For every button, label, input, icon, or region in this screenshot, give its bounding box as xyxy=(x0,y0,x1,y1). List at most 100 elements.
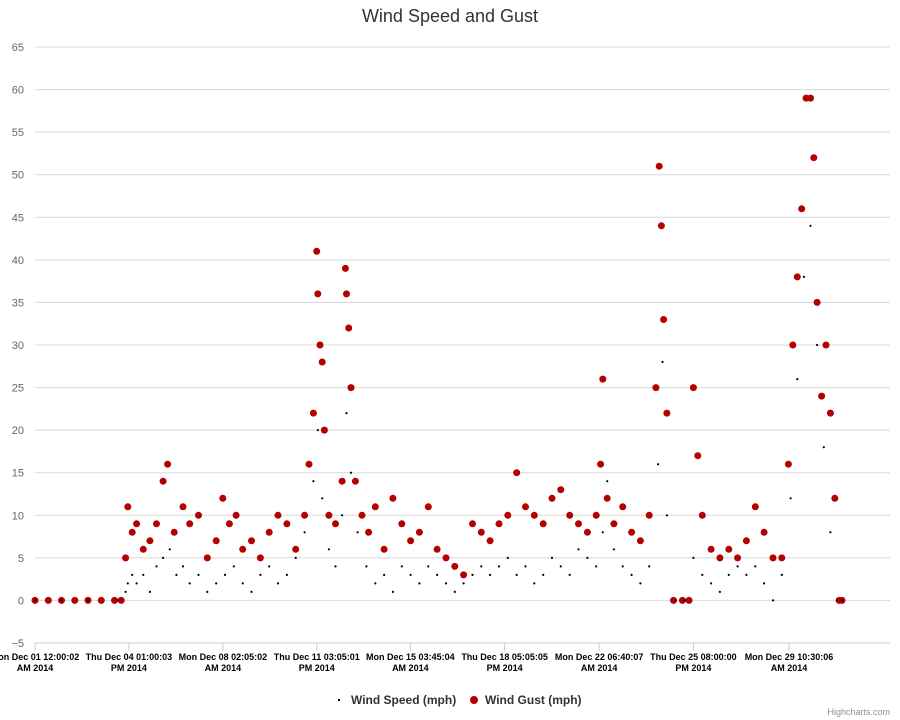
wind-gust-point[interactable] xyxy=(314,290,322,298)
wind-speed-point[interactable] xyxy=(168,548,171,551)
wind-speed-point[interactable] xyxy=(480,565,483,568)
wind-gust-point[interactable] xyxy=(225,520,233,528)
wind-gust-point[interactable] xyxy=(603,494,611,502)
wind-speed-point[interactable] xyxy=(524,565,527,568)
legend-item-wind-gust[interactable]: Wind Gust (mph) xyxy=(470,693,582,707)
wind-gust-point[interactable] xyxy=(389,494,397,502)
wind-speed-point[interactable] xyxy=(822,446,825,449)
wind-gust-point[interactable] xyxy=(822,341,830,349)
wind-speed-point[interactable] xyxy=(809,224,812,227)
wind-gust-point[interactable] xyxy=(164,460,172,468)
wind-speed-point[interactable] xyxy=(657,463,660,466)
wind-speed-point[interactable] xyxy=(124,590,127,594)
wind-speed-point[interactable] xyxy=(648,565,651,568)
wind-speed-point[interactable] xyxy=(661,360,664,364)
wind-speed-point[interactable] xyxy=(188,582,191,585)
wind-speed-point[interactable] xyxy=(294,556,297,560)
wind-speed-point[interactable] xyxy=(840,599,844,602)
wind-speed-point[interactable] xyxy=(789,497,792,500)
wind-gust-point[interactable] xyxy=(810,154,818,162)
wind-speed-point[interactable] xyxy=(268,565,271,568)
wind-gust-point[interactable] xyxy=(798,205,806,213)
wind-speed-point[interactable] xyxy=(409,573,412,577)
wind-gust-point[interactable] xyxy=(159,477,167,485)
wind-gust-point[interactable] xyxy=(628,528,636,536)
wind-speed-point[interactable] xyxy=(181,565,185,568)
wind-speed-point[interactable] xyxy=(533,582,536,585)
wind-speed-point[interactable] xyxy=(453,590,456,594)
wind-gust-point[interactable] xyxy=(265,528,273,536)
wind-gust-point[interactable] xyxy=(133,520,141,528)
wind-gust-point[interactable] xyxy=(124,503,132,511)
wind-speed-point[interactable] xyxy=(215,582,218,585)
wind-speed-point[interactable] xyxy=(303,531,306,534)
wind-speed-point[interactable] xyxy=(718,590,722,594)
wind-speed-point[interactable] xyxy=(391,590,394,594)
wind-gust-point[interactable] xyxy=(371,503,379,511)
wind-speed-point[interactable] xyxy=(630,573,633,577)
wind-gust-point[interactable] xyxy=(460,571,468,579)
wind-speed-point[interactable] xyxy=(285,573,288,577)
wind-gust-point[interactable] xyxy=(139,545,147,553)
wind-gust-point[interactable] xyxy=(698,511,706,519)
wind-speed-point[interactable] xyxy=(497,565,501,568)
wind-speed-point[interactable] xyxy=(754,565,757,568)
wind-gust-point[interactable] xyxy=(442,554,450,562)
wind-gust-point[interactable] xyxy=(716,554,724,562)
wind-gust-point[interactable] xyxy=(358,511,366,519)
wind-speed-point[interactable] xyxy=(142,573,145,577)
wind-gust-point[interactable] xyxy=(469,520,476,528)
wind-speed-point[interactable] xyxy=(374,582,377,585)
wind-speed-point[interactable] xyxy=(601,531,604,534)
wind-gust-point[interactable] xyxy=(347,384,355,392)
wind-speed-point[interactable] xyxy=(316,429,319,432)
wind-speed-point[interactable] xyxy=(436,573,439,577)
wind-speed-point[interactable] xyxy=(223,573,227,577)
wind-gust-point[interactable] xyxy=(530,511,538,519)
wind-gust-point[interactable] xyxy=(97,596,105,604)
wind-gust-point[interactable] xyxy=(301,511,309,519)
wind-speed-point[interactable] xyxy=(126,582,129,585)
wind-speed-point[interactable] xyxy=(816,343,819,347)
wind-gust-point[interactable] xyxy=(513,469,521,477)
wind-gust-point[interactable] xyxy=(725,545,733,553)
wind-gust-point[interactable] xyxy=(341,264,349,272)
wind-gust-point[interactable] xyxy=(203,554,211,562)
wind-speed-point[interactable] xyxy=(701,573,704,577)
wind-speed-point[interactable] xyxy=(639,582,642,585)
wind-gust-point[interactable] xyxy=(179,503,187,511)
wind-gust-point[interactable] xyxy=(117,596,125,604)
wind-speed-point[interactable] xyxy=(349,471,353,474)
wind-gust-point[interactable] xyxy=(548,494,556,502)
wind-gust-point[interactable] xyxy=(212,537,220,545)
wind-gust-point[interactable] xyxy=(111,596,118,604)
wind-gust-point[interactable] xyxy=(557,486,565,494)
wind-gust-point[interactable] xyxy=(636,537,644,545)
wind-speed-point[interactable] xyxy=(327,548,330,551)
wind-speed-point[interactable] xyxy=(135,582,138,585)
wind-gust-point[interactable] xyxy=(274,511,282,519)
wind-gust-point[interactable] xyxy=(128,528,136,536)
wind-gust-point[interactable] xyxy=(186,520,194,528)
wind-speed-point[interactable] xyxy=(471,573,474,577)
wind-gust-point[interactable] xyxy=(338,477,346,485)
wind-gust-point[interactable] xyxy=(583,528,591,536)
wind-gust-point[interactable] xyxy=(539,520,547,528)
wind-gust-point[interactable] xyxy=(170,528,178,536)
wind-gust-point[interactable] xyxy=(778,554,786,562)
wind-gust-point[interactable] xyxy=(153,520,160,528)
credits-link[interactable]: Highcharts.com xyxy=(827,707,890,717)
wind-speed-point[interactable] xyxy=(312,480,315,483)
wind-gust-point[interactable] xyxy=(645,511,653,519)
wind-speed-point[interactable] xyxy=(60,599,63,602)
wind-speed-point[interactable] xyxy=(829,531,832,534)
legend-item-wind-speed[interactable]: Wind Speed (mph) xyxy=(337,693,456,707)
wind-speed-point[interactable] xyxy=(162,556,165,560)
wind-gust-point[interactable] xyxy=(477,528,485,536)
wind-gust-point[interactable] xyxy=(769,554,777,562)
wind-gust-point[interactable] xyxy=(599,375,607,383)
wind-gust-point[interactable] xyxy=(146,537,154,545)
wind-speed-point[interactable] xyxy=(780,573,783,577)
wind-gust-point[interactable] xyxy=(793,273,801,281)
wind-gust-point[interactable] xyxy=(345,324,353,332)
